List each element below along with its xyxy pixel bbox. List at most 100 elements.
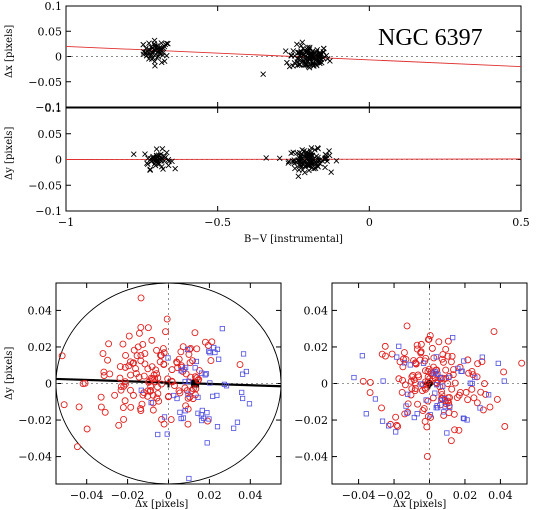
data-point (142, 49, 149, 56)
panel-middle-points (130, 145, 340, 180)
data-point (148, 44, 154, 50)
data-point (298, 154, 304, 160)
data-point-circle (192, 385, 200, 393)
data-point-circle (117, 383, 125, 391)
data-point-square (479, 354, 485, 360)
y-tick-label: −0.05 (28, 76, 62, 89)
data-point-square (403, 403, 409, 409)
data-point-circle (116, 374, 124, 382)
data-point (297, 162, 303, 169)
data-point (298, 42, 305, 49)
data-point-square (214, 392, 220, 399)
data-point-circle (429, 394, 437, 402)
data-point-square (240, 351, 247, 357)
data-point-square (165, 355, 171, 361)
y-tick-label: 0.05 (38, 25, 63, 38)
data-point-square (396, 343, 402, 349)
data-point-square (211, 344, 217, 351)
data-point (312, 147, 318, 153)
data-point-square (243, 368, 249, 375)
data-point (147, 166, 153, 173)
data-point-circle (400, 349, 408, 357)
data-point-circle (137, 407, 145, 414)
data-point-circle (424, 378, 432, 386)
data-point (315, 163, 321, 170)
data-point-square (240, 395, 246, 402)
bl-y-label: Δy [pixels] (4, 347, 15, 400)
data-point-square (184, 346, 191, 353)
data-point-square (432, 390, 438, 396)
data-point-square (438, 375, 444, 381)
data-point (323, 155, 330, 162)
data-point-circle (179, 343, 187, 351)
x-tick-label: −0.04 (342, 489, 376, 502)
data-point (322, 164, 328, 171)
data-point-circle (444, 337, 452, 345)
panel-bottom-left: −0.04 −0.02 0 0.02 0.04 −0.04 −0.02 0 0.02 0.04 Δ… (4, 282, 282, 510)
data-point-square (207, 350, 213, 356)
data-point-circle (137, 323, 145, 331)
data-point-square (214, 346, 221, 352)
data-point-circle (439, 351, 447, 359)
data-point-circle (160, 420, 168, 428)
data-point-square (441, 396, 448, 402)
data-point-circle (121, 397, 129, 405)
panel-br-points (351, 322, 526, 460)
data-point (260, 71, 266, 77)
data-point-circle (478, 358, 486, 366)
data-point-circle (428, 344, 436, 352)
panel-top-points (140, 37, 333, 77)
data-point-square (155, 431, 161, 438)
data-point-circle (153, 394, 161, 402)
data-point-circle (130, 391, 137, 399)
data-point-circle (101, 408, 109, 416)
data-point-circle (121, 363, 129, 371)
data-point-circle (455, 426, 463, 434)
data-point-circle (175, 355, 183, 363)
data-point-circle (111, 391, 119, 399)
data-point (296, 167, 302, 173)
data-point-circle (401, 381, 409, 389)
data-point (155, 53, 162, 60)
data-point-circle (462, 388, 470, 396)
data-point-circle (134, 343, 142, 351)
x-tick-label: 0 (366, 216, 373, 229)
data-point (147, 167, 153, 174)
data-point (328, 169, 334, 175)
data-point-square (433, 354, 439, 360)
x-tick-label: −1 (58, 216, 74, 229)
y-tick-label: 0 (45, 378, 52, 391)
data-point-square (180, 415, 187, 421)
data-point (310, 54, 316, 61)
data-point-square (423, 397, 429, 403)
data-point-circle (518, 359, 526, 367)
data-point (324, 158, 331, 164)
data-point (285, 158, 292, 165)
data-point-square (199, 370, 205, 376)
data-point (313, 61, 319, 67)
data-point-circle (444, 352, 452, 360)
panel-bl-points (58, 294, 253, 482)
data-point-circle (126, 358, 134, 366)
data-point-circle (168, 366, 176, 374)
data-point-circle (168, 378, 176, 386)
data-point-circle (392, 413, 400, 421)
data-point (326, 148, 332, 154)
data-point-circle (137, 357, 145, 365)
data-point (143, 45, 149, 52)
data-point-circle (137, 294, 145, 302)
data-point (294, 62, 301, 69)
data-point-circle (99, 350, 107, 358)
data-point-square (401, 360, 408, 366)
data-point-circle (144, 324, 152, 332)
data-point (148, 48, 155, 55)
br-x-label: Δx [pixels] (393, 499, 446, 510)
data-point (298, 48, 304, 55)
data-point-circle (414, 400, 422, 408)
data-point-circle (486, 403, 494, 411)
data-point (153, 146, 160, 152)
data-point (299, 147, 306, 153)
data-point-circle (154, 390, 162, 398)
data-point-square (193, 358, 200, 365)
data-point-circle (189, 385, 197, 393)
